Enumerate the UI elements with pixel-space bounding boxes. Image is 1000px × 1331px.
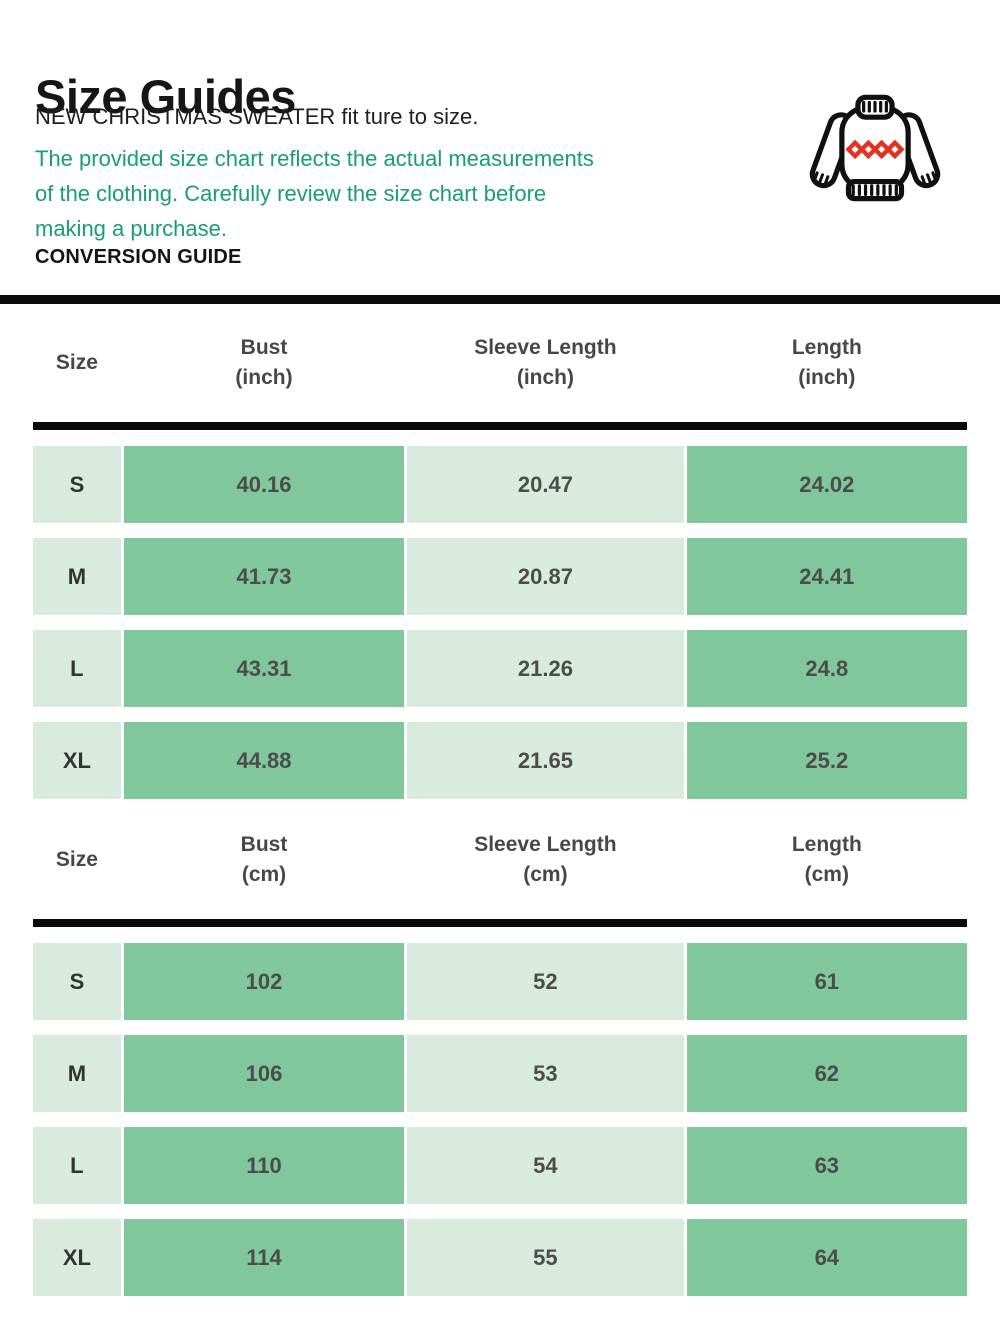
cell-length: 25.2 xyxy=(686,722,967,799)
column-header-length: Length (inch) xyxy=(791,335,862,389)
cell-length: 64 xyxy=(686,1219,967,1296)
size-table-cm: Size Bust (cm) Sleeve Length (cm) Length (cm) … xyxy=(33,800,967,1296)
cell-size: M xyxy=(33,1035,121,1112)
christmas-sweater-icon xyxy=(804,94,946,223)
cell-sleeve: 21.26 xyxy=(407,630,684,707)
cell-size: M xyxy=(33,538,121,615)
cell-bust: 110 xyxy=(123,1127,405,1204)
table-row: S 102 52 61 xyxy=(33,943,967,1020)
cell-length: 24.41 xyxy=(686,538,967,615)
cell-sleeve: 20.87 xyxy=(407,538,684,615)
table-row: M 41.73 20.87 24.41 xyxy=(33,538,967,615)
cell-size: S xyxy=(33,943,121,1020)
cell-sleeve: 53 xyxy=(407,1035,684,1112)
table-row: S 40.16 20.47 24.02 xyxy=(33,446,967,523)
cell-size: XL xyxy=(33,1219,121,1296)
size-table-inch: Size Bust (inch) Sleeve Length (inch) Length(… xyxy=(33,303,967,799)
note-line: The provided size chart reflects the act… xyxy=(35,146,594,171)
cell-bust: 43.31 xyxy=(123,630,405,707)
cell-bust: 40.16 xyxy=(123,446,405,523)
table-header-row: Size Bust (inch) Sleeve Length (inch) Length(… xyxy=(33,303,967,422)
cell-size: L xyxy=(33,630,121,707)
table-header-row: Size Bust (cm) Sleeve Length (cm) Length (cm) xyxy=(33,800,967,919)
table-row: M 106 53 62 xyxy=(33,1035,967,1112)
cell-sleeve: 54 xyxy=(407,1127,684,1204)
table-body: S 102 52 61 M 106 53 62 L 110 54 63 XL 114 55 64 xyxy=(33,943,967,1296)
note-line: of the clothing. Carefully review the si… xyxy=(35,181,547,206)
note-line: making a purchase. xyxy=(35,216,227,241)
cell-length: 24.02 xyxy=(686,446,967,523)
column-header-length: Length (cm) xyxy=(791,832,862,886)
column-header-bust: Bust (inch) xyxy=(235,335,293,389)
cell-bust: 102 xyxy=(123,943,405,1020)
cell-sleeve: 21.65 xyxy=(407,722,684,799)
column-header-size: Size xyxy=(55,847,98,871)
table-row: XL 44.88 21.65 25.2 xyxy=(33,722,967,799)
conversion-guide-heading: CONVERSION GUIDE xyxy=(35,246,242,268)
cell-length: 24.8 xyxy=(686,630,967,707)
cell-sleeve: 52 xyxy=(407,943,684,1020)
table-body: S 40.16 20.47 24.02 M 41.73 20.87 24.41 L 43.31 21… xyxy=(33,446,967,799)
column-header-sleeve: Sleeve Length (cm) xyxy=(474,832,617,886)
table-row: L 110 54 63 xyxy=(33,1127,967,1204)
cell-bust: 106 xyxy=(123,1035,405,1112)
section-divider-bar xyxy=(0,295,1000,304)
cell-bust: 114 xyxy=(123,1219,405,1296)
cell-size: L xyxy=(33,1127,121,1204)
cell-size: XL xyxy=(33,722,121,799)
column-header-sleeve: Sleeve Length (inch) xyxy=(474,335,617,389)
cell-size: S xyxy=(33,446,121,523)
cell-bust: 44.88 xyxy=(123,722,405,799)
product-fit-text: NEW CHRISTMAS SWEATER fit ture to size. xyxy=(35,104,479,129)
cell-bust: 41.73 xyxy=(123,538,405,615)
cell-sleeve: 20.47 xyxy=(407,446,684,523)
header-divider xyxy=(33,919,967,927)
table-row: XL 114 55 64 xyxy=(33,1219,967,1296)
cell-length: 62 xyxy=(686,1035,967,1112)
column-header-bust: Bust (cm) xyxy=(240,832,288,886)
table-row: L 43.31 21.26 24.8 xyxy=(33,630,967,707)
column-header-size: Size xyxy=(55,350,98,374)
cell-sleeve: 55 xyxy=(407,1219,684,1296)
header-divider xyxy=(33,422,967,430)
page-title: Size Guides xyxy=(35,70,296,124)
cell-length: 63 xyxy=(686,1127,967,1204)
size-chart-note: The provided size chart reflects the act… xyxy=(35,141,594,246)
cell-length: 61 xyxy=(686,943,967,1020)
